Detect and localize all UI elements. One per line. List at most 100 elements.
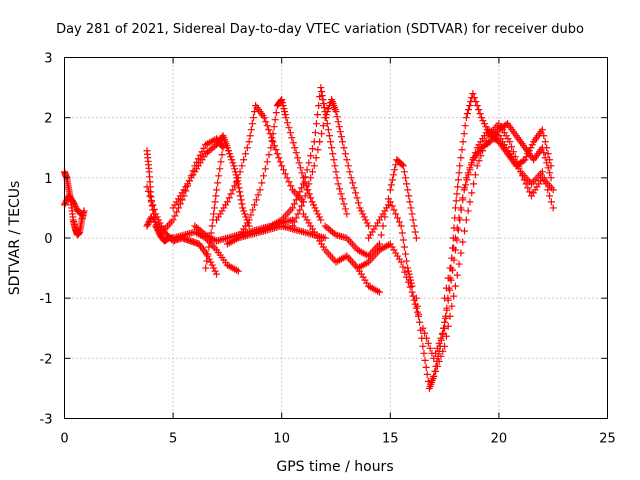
data-point	[78, 210, 86, 218]
data-point	[339, 195, 347, 203]
data-point	[312, 120, 320, 128]
data-point	[406, 198, 414, 206]
data-point	[399, 236, 407, 244]
data-point	[281, 108, 289, 116]
data-point	[295, 159, 303, 167]
data-point	[413, 302, 421, 310]
data-point	[521, 156, 529, 164]
data-point	[479, 147, 487, 155]
data-point	[287, 182, 295, 190]
data-point	[340, 200, 348, 208]
data-point	[453, 271, 461, 279]
data-point	[176, 200, 184, 208]
data-point	[258, 179, 266, 187]
data-point	[466, 164, 474, 172]
data-point	[461, 184, 469, 192]
data-point	[249, 114, 257, 122]
data-point	[243, 144, 251, 152]
data-point	[292, 214, 300, 222]
data-point	[72, 204, 80, 212]
data-point	[270, 142, 278, 150]
data-point	[518, 172, 526, 180]
data-point	[152, 210, 160, 218]
data-point	[404, 186, 412, 194]
data-point	[420, 349, 428, 357]
data-point	[461, 122, 469, 130]
data-point	[462, 114, 470, 122]
data-point	[211, 198, 219, 206]
data-point	[317, 84, 325, 92]
data-point	[272, 109, 280, 117]
series-arc-19	[430, 120, 557, 380]
series-arc-16	[365, 198, 416, 290]
data-point	[341, 150, 349, 158]
data-point	[450, 292, 458, 300]
data-point	[196, 151, 204, 159]
data-point	[388, 202, 396, 210]
data-point	[204, 252, 212, 260]
data-point	[223, 198, 231, 206]
data-point	[298, 169, 306, 177]
data-point	[439, 329, 447, 337]
data-point	[463, 110, 471, 118]
data-point	[331, 162, 339, 170]
data-point	[423, 334, 430, 342]
data-point	[408, 282, 416, 290]
data-point	[337, 190, 345, 198]
data-point	[422, 363, 430, 371]
data-point	[522, 180, 530, 188]
data-point	[148, 202, 156, 210]
data-point	[479, 117, 487, 125]
data-point	[404, 267, 412, 275]
data-point	[213, 270, 221, 278]
data-point	[270, 123, 278, 131]
data-point	[327, 138, 335, 146]
data-point	[470, 154, 478, 162]
data-point	[392, 210, 400, 218]
data-point	[472, 98, 480, 106]
data-point	[356, 204, 364, 212]
data-point	[205, 255, 213, 263]
data-point	[455, 169, 463, 177]
data-point	[314, 146, 322, 154]
data-point	[349, 179, 357, 187]
data-point	[321, 234, 329, 242]
data-point	[223, 144, 231, 152]
data-point	[299, 198, 307, 206]
data-point	[256, 186, 264, 194]
data-point	[335, 123, 343, 131]
data-point	[252, 196, 260, 204]
data-point	[330, 156, 338, 164]
data-point	[390, 171, 398, 179]
data-point	[296, 206, 304, 214]
data-point	[225, 194, 233, 202]
data-point	[525, 147, 533, 155]
data-point	[362, 216, 370, 224]
marks-layer	[61, 84, 557, 392]
data-point	[305, 159, 313, 167]
data-point	[549, 186, 557, 194]
data-point	[281, 111, 289, 119]
data-point	[271, 116, 279, 124]
data-point	[213, 186, 221, 194]
data-point	[294, 192, 302, 200]
data-point	[403, 257, 411, 265]
data-point	[441, 294, 449, 302]
data-point	[458, 146, 466, 154]
data-point	[432, 349, 440, 357]
data-point	[402, 250, 410, 258]
data-point	[297, 164, 305, 172]
data-point	[454, 176, 462, 184]
data-point	[448, 302, 456, 310]
data-point	[280, 166, 288, 174]
data-point	[294, 154, 302, 162]
data-point	[272, 146, 280, 154]
y-tick-label: -3	[40, 413, 53, 428]
data-point	[406, 283, 414, 291]
y-tick-label: 0	[44, 232, 52, 247]
data-point	[212, 192, 220, 200]
data-point	[240, 207, 248, 215]
data-point	[307, 174, 315, 182]
data-point	[541, 154, 549, 162]
